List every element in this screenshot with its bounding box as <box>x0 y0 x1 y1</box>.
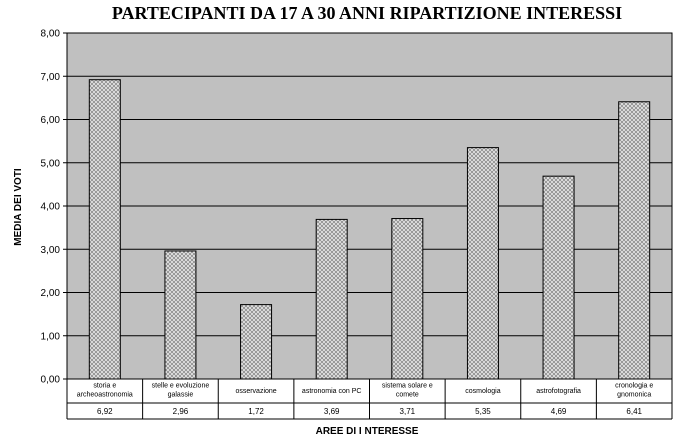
chart-title: PARTECIPANTI DA 17 A 30 ANNI RIPARTIZION… <box>112 3 622 23</box>
category-label-line: cronologia e <box>615 383 653 390</box>
data-table: storia e archeoastronomia 6,92 stelle e evo… <box>66 379 673 420</box>
category-label-line: astronomia con PC <box>302 388 362 395</box>
category-label: stelle e evoluzione galassie <box>152 383 210 399</box>
y-tick-label: 5,00 <box>41 158 61 169</box>
data-label: 6,92 <box>97 407 113 416</box>
category-label-line: osservazione <box>235 388 276 395</box>
category-label: cronologia e gnomonica <box>615 383 653 399</box>
data-label: 5,35 <box>475 407 491 416</box>
y-tick-label: 0,00 <box>41 375 61 386</box>
category-label-line: astrofotografia <box>536 388 581 395</box>
bar <box>466 147 499 380</box>
bar <box>618 101 651 380</box>
bar <box>164 250 197 380</box>
data-label: 1,72 <box>248 407 264 416</box>
y-tick-label: 1,00 <box>41 331 61 342</box>
bar <box>240 304 273 380</box>
bar <box>391 218 424 380</box>
y-tick-label: 4,00 <box>41 202 61 213</box>
y-tick-label: 3,00 <box>41 245 61 256</box>
x-axis-title: AREE DI I NTERESSE <box>316 426 419 435</box>
category-label: osservazione <box>235 388 276 395</box>
data-label: 3,69 <box>324 407 340 416</box>
data-label: 2,96 <box>173 407 189 416</box>
y-tick-label: 7,00 <box>41 72 61 83</box>
bar <box>542 175 575 380</box>
data-label: 3,71 <box>400 407 416 416</box>
y-tick-label: 6,00 <box>41 115 61 126</box>
y-tick-label: 8,00 <box>41 29 61 40</box>
bars <box>88 79 651 380</box>
category-label: storia e archeoastronomia <box>77 383 133 399</box>
data-label: 4,69 <box>551 407 567 416</box>
category-label: cosmologia <box>465 388 501 395</box>
category-label-line: gnomonica <box>617 392 651 399</box>
category-label-line: stelle e evoluzione <box>152 383 210 390</box>
y-axis-title: MEDIA DEI VOTI <box>13 168 24 246</box>
category-label-line: comete <box>396 392 419 399</box>
category-label-line: cosmologia <box>465 388 501 395</box>
category-label-line: storia e <box>93 383 116 390</box>
category-label: sistema solare e comete <box>382 383 433 399</box>
category-label-line: sistema solare e <box>382 383 433 390</box>
category-label: astrofotografia <box>536 388 581 395</box>
category-label-line: archeoastronomia <box>77 392 133 399</box>
bar <box>88 79 121 380</box>
y-axis-ticks: 0,00 1,00 2,00 3,00 4,00 5,00 6,00 7,00 8,00 <box>41 29 67 386</box>
category-label: astronomia con PC <box>302 388 362 395</box>
bar <box>315 218 348 380</box>
category-label-line: galassie <box>168 392 194 399</box>
y-tick-label: 2,00 <box>41 288 61 299</box>
data-label: 6,41 <box>626 407 642 416</box>
